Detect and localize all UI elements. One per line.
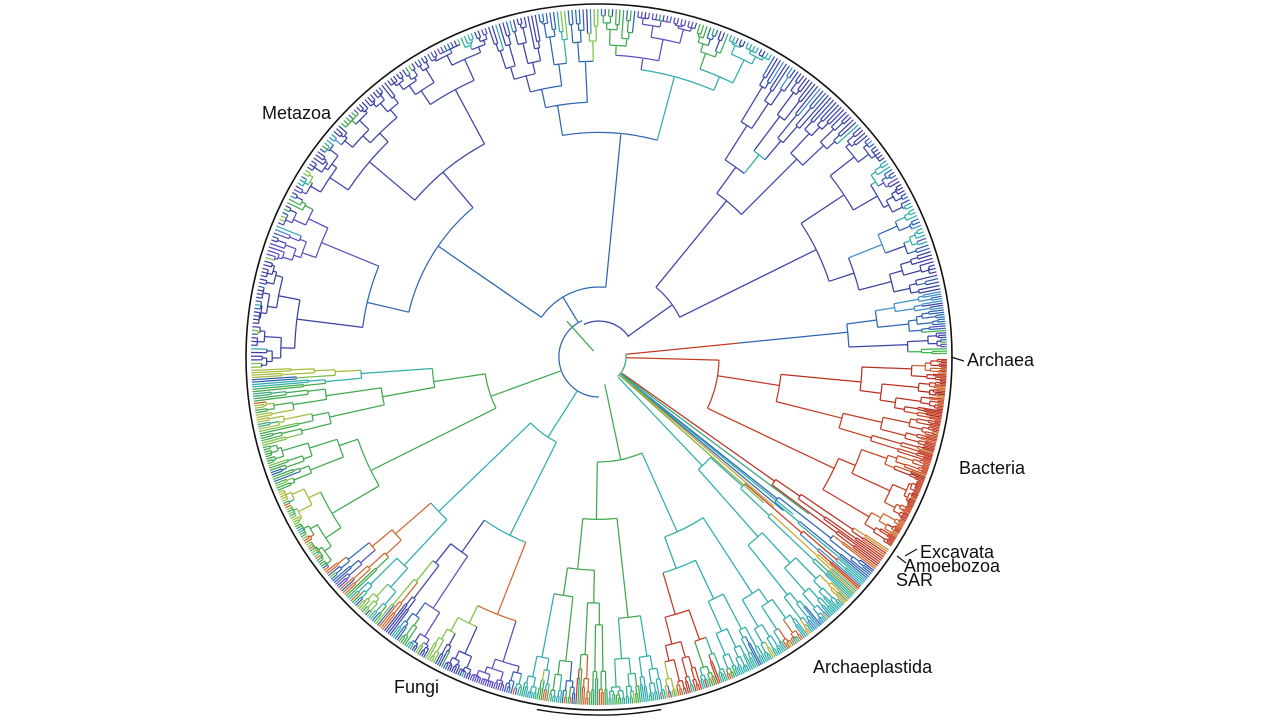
tree-branches [251, 11, 928, 706]
label-leader-tick [950, 356, 965, 362]
tree-branches [621, 363, 947, 567]
clade-bracket-arc [536, 708, 662, 716]
tree-branches [252, 354, 855, 602]
tree-branches [886, 389, 946, 530]
tree-branches [254, 401, 794, 705]
tree-branches [266, 11, 927, 695]
tree-branches [252, 9, 738, 706]
tree-branches [251, 368, 793, 704]
tree-branches [619, 374, 859, 635]
label-leader-tick [904, 548, 918, 557]
tree-branches [619, 375, 765, 504]
label-leader-tick [896, 555, 907, 564]
tree-branches [861, 376, 947, 531]
clade-label-archaeplastida: Archaeplastida [813, 657, 933, 677]
tree-branches [250, 9, 941, 368]
tree-branches [325, 362, 947, 706]
clade-label-amoebozoa: Amoebozoa [904, 556, 1001, 576]
clade-label-fungi: Fungi [394, 677, 440, 697]
tree-branches [929, 325, 947, 348]
tree-branches [251, 8, 599, 664]
clade-label-metazoa: Metazoa [262, 103, 332, 123]
tree-branches [853, 395, 945, 553]
clade-label-archaea: Archaea [967, 350, 1035, 370]
tree-branches [575, 342, 948, 705]
clade-label-bacteria: Bacteria [959, 458, 1026, 478]
tree-branches [907, 329, 948, 355]
clade-label-excavata: Excavata [920, 542, 995, 562]
tree-branches [274, 9, 944, 631]
tree-branches [251, 9, 947, 689]
clade-label-sar: SAR [896, 570, 934, 590]
tree-branches [546, 618, 801, 705]
